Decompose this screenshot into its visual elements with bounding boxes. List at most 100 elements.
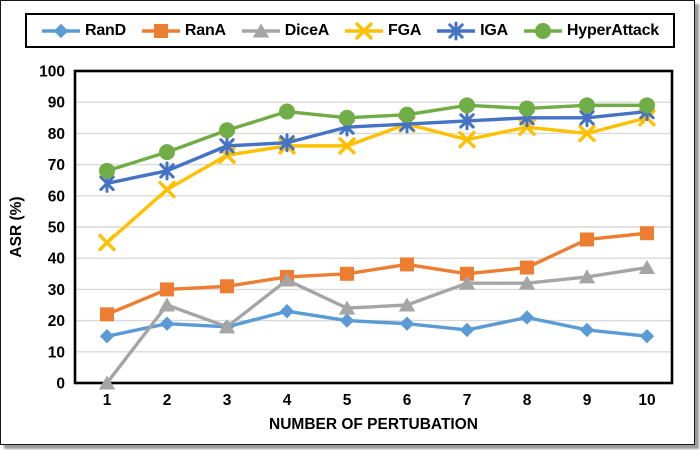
legend-label: DiceA — [284, 21, 330, 39]
marker-rana-9 — [580, 232, 594, 247]
plot-area — [73, 69, 674, 385]
marker-iga-3 — [219, 136, 235, 156]
y-tick-label: 20 — [48, 313, 65, 330]
legend-item-hyperattack: HyperAttack — [523, 21, 659, 41]
marker-hyperattack-10 — [639, 97, 655, 114]
legend-label: IGA — [480, 21, 508, 39]
x-tick-label: 1 — [103, 392, 112, 409]
legend: RanD RanA DiceA FGA IGA HyperAttack — [25, 13, 675, 48]
series-line-dicea — [105, 265, 649, 385]
marker-rana-7 — [460, 266, 474, 281]
square-icon — [141, 23, 180, 38]
marker-hyperattack-3 — [219, 122, 235, 139]
x-tick-label: 6 — [403, 392, 412, 409]
y-axis-title: ASR (%) — [8, 196, 25, 257]
x-tick-label: 8 — [523, 392, 532, 409]
x-glyph — [355, 21, 373, 40]
marker-hyperattack-7 — [459, 97, 475, 114]
chart-canvas: 0 10 20 30 40 50 60 70 80 90 100 1 2 3 4 5 6 7 8 9 10 ASR (%)… — [8, 64, 674, 433]
marker-rand-7 — [459, 322, 475, 338]
marker-rand-2 — [159, 316, 175, 331]
marker-dicea-2 — [158, 297, 176, 312]
marker-dicea-3 — [218, 319, 236, 334]
legend-label: RanA — [184, 21, 226, 39]
asterisk-glyph — [448, 21, 464, 40]
y-tick-label: 90 — [48, 95, 65, 112]
y-tick-label: 60 — [48, 188, 65, 205]
marker-rana-6 — [400, 257, 414, 272]
marker-iga-4 — [279, 133, 295, 153]
y-tick-label: 70 — [48, 157, 65, 174]
triangle-icon — [241, 23, 280, 37]
y-tick-label: 0 — [56, 376, 65, 393]
marker-hyperattack-9 — [579, 97, 595, 114]
marker-hyperattack-6 — [399, 106, 415, 123]
marker-dicea-9 — [578, 269, 596, 284]
x-tick-label: 2 — [163, 392, 172, 409]
marker-fga-9 — [578, 124, 596, 143]
x-axis-title: NUMBER OF PERTUBATION — [269, 416, 478, 433]
x-tick-label: 7 — [463, 392, 472, 409]
marker-fga-5 — [338, 137, 356, 155]
y-tick-label: 100 — [39, 64, 65, 81]
y-tick-label: 30 — [48, 282, 65, 299]
marker-hyperattack-5 — [339, 109, 355, 126]
diamond-icon — [42, 23, 80, 38]
y-tick-label: 40 — [48, 251, 65, 268]
x-tick-label: 5 — [343, 392, 352, 409]
legend-label: FGA — [388, 21, 422, 39]
y-tick-label: 10 — [48, 344, 65, 361]
legend-item-iga: IGA — [436, 21, 508, 41]
marker-rand-10 — [639, 329, 655, 344]
series-line-fga — [105, 116, 649, 245]
series-line-rand — [105, 309, 649, 338]
marker-dicea-4 — [278, 272, 296, 287]
x-tick-label: 4 — [283, 392, 292, 409]
marker-hyperattack-8 — [519, 100, 535, 117]
marker-iga-2 — [159, 161, 175, 181]
marker-rana-1 — [100, 307, 114, 322]
marker-rand-5 — [339, 313, 355, 328]
marker-rand-1 — [99, 329, 115, 344]
marker-rand-4 — [279, 304, 295, 319]
marker-dicea-1 — [98, 375, 116, 390]
triangle-glyph — [252, 23, 269, 37]
marker-hyperattack-1 — [99, 162, 115, 179]
x-icon — [345, 21, 384, 40]
marker-fga-7 — [458, 130, 476, 149]
square-glyph — [153, 23, 168, 38]
marker-rana-8 — [520, 260, 534, 275]
series-line-iga — [105, 109, 649, 186]
legend-label: HyperAttack — [566, 21, 659, 39]
marker-rand-9 — [579, 322, 595, 338]
y-tick-label: 50 — [48, 220, 65, 237]
marker-rana-2 — [160, 282, 174, 297]
asterisk-icon — [437, 21, 476, 40]
marker-dicea-6 — [398, 297, 416, 312]
marker-rand-8 — [519, 310, 535, 325]
x-tick-label: 3 — [223, 392, 232, 409]
marker-dicea-8 — [518, 275, 536, 290]
y-tick-label: 80 — [48, 126, 65, 143]
marker-fga-2 — [158, 180, 176, 199]
marker-rand-6 — [399, 316, 415, 331]
legend-item-rana: RanA — [141, 21, 226, 41]
legend-item-rand: RanD — [41, 21, 126, 41]
series-line-hyperattack — [105, 103, 649, 173]
circle-glyph — [534, 22, 551, 39]
marker-rana-10 — [640, 226, 654, 241]
marker-rana-5 — [340, 266, 354, 281]
x-tick-label: 9 — [583, 392, 592, 409]
legend-item-dicea: DiceA — [241, 21, 329, 41]
marker-dicea-7 — [458, 275, 476, 290]
marker-fga-1 — [98, 233, 116, 252]
marker-iga-7 — [459, 111, 475, 131]
marker-dicea-5 — [338, 300, 356, 315]
marker-dicea-10 — [638, 260, 656, 275]
series-line-rana — [105, 231, 649, 317]
marker-hyperattack-4 — [279, 103, 295, 120]
x-tick-label: 10 — [638, 392, 655, 409]
legend-item-fga: FGA — [344, 21, 421, 41]
marker-rana-3 — [220, 279, 234, 294]
